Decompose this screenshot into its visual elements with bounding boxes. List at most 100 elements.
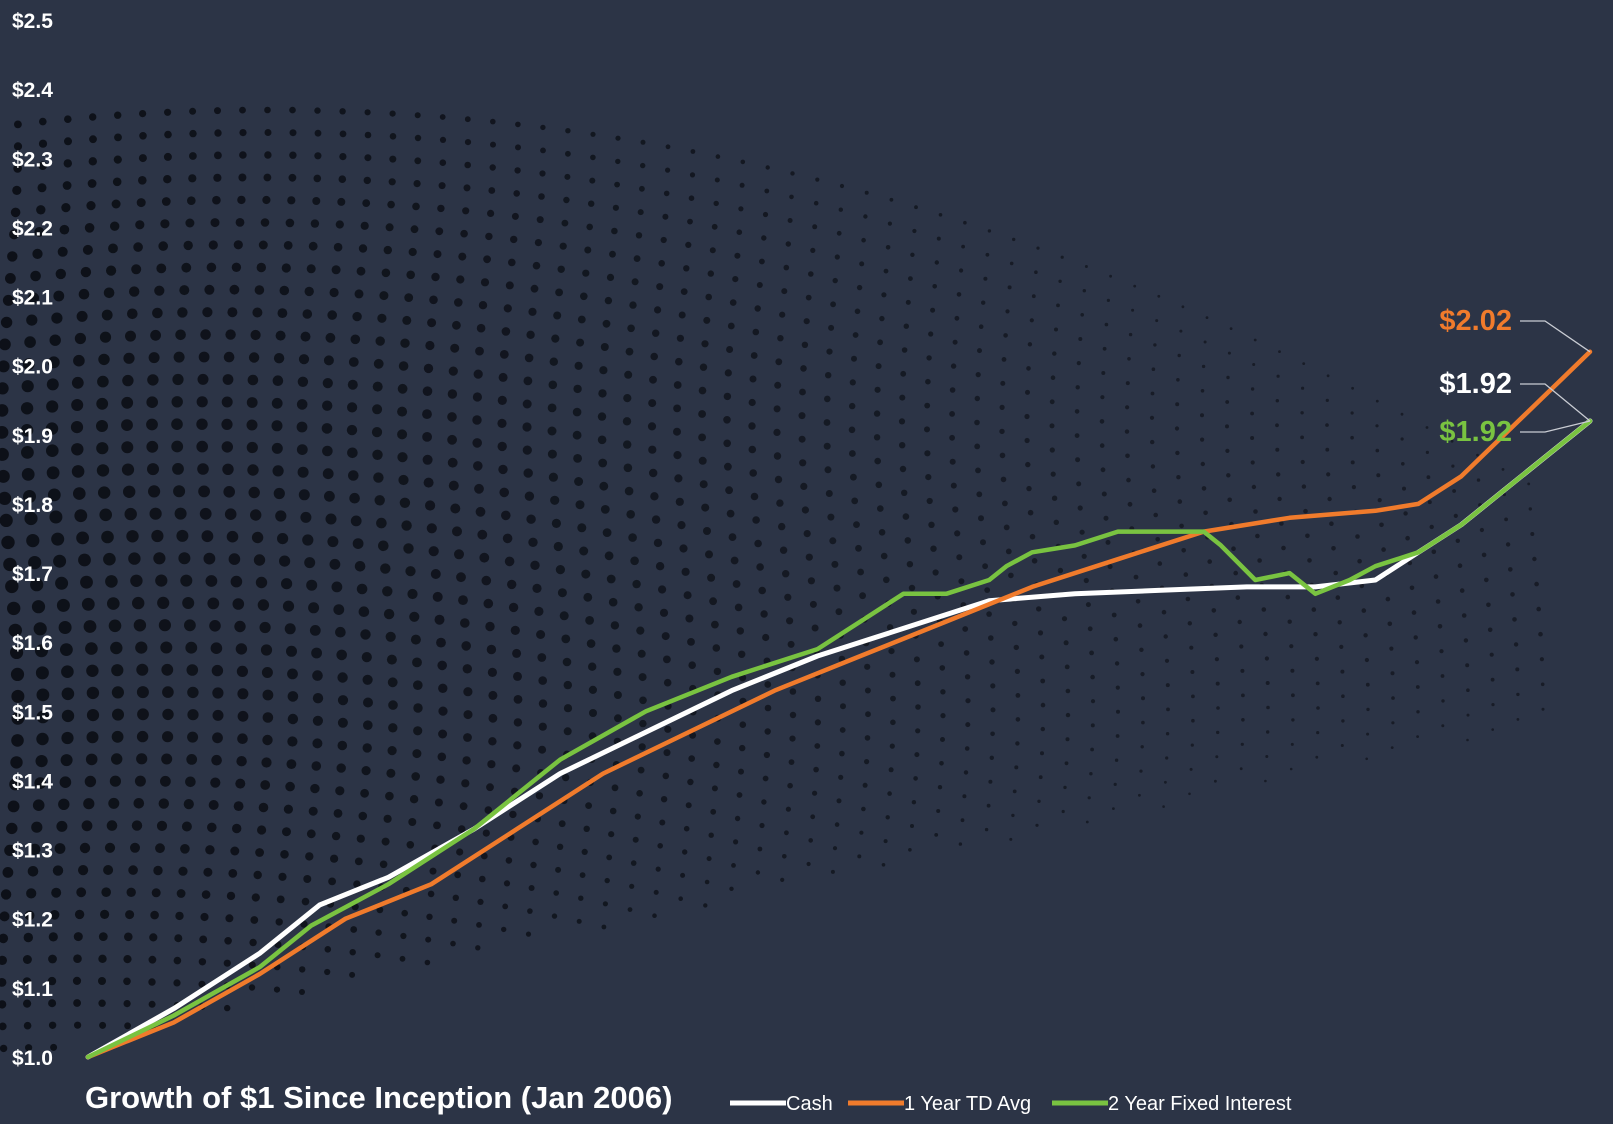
background-dot (313, 174, 322, 183)
background-dot (0, 447, 9, 461)
background-dot (901, 489, 908, 496)
background-dot (60, 754, 73, 767)
background-dot (277, 308, 288, 318)
background-dot (526, 514, 536, 524)
background-dot (889, 671, 896, 678)
background-dot (2, 294, 14, 306)
background-dot (32, 799, 45, 811)
background-dot (1400, 437, 1404, 441)
background-dot (161, 753, 173, 765)
background-dot (1528, 507, 1533, 511)
y-tick-label: $1.5 (12, 701, 53, 724)
background-dot (233, 801, 244, 811)
background-dot (577, 523, 587, 533)
background-dot (623, 394, 632, 403)
background-dot (1491, 728, 1494, 731)
background-dot (232, 598, 245, 610)
background-dot (1185, 596, 1191, 602)
background-dot (358, 811, 368, 821)
background-dot (1239, 644, 1244, 649)
background-dot (11, 689, 25, 703)
y-tick-label: $1.2 (12, 909, 53, 932)
background-dot (187, 709, 199, 721)
background-dot (1124, 429, 1130, 434)
background-dot (283, 241, 293, 250)
background-dot (660, 236, 667, 244)
background-dot (84, 775, 97, 788)
background-dot (404, 293, 414, 302)
background-dot (501, 327, 511, 336)
background-dot (398, 474, 409, 486)
background-dot (757, 846, 763, 852)
background-dot (673, 451, 682, 460)
background-dot (200, 329, 211, 340)
background-dot (528, 885, 535, 891)
background-dot (177, 307, 188, 318)
background-dot (314, 152, 322, 160)
background-dot (1054, 327, 1058, 332)
background-dot (1205, 316, 1209, 319)
background-dot (873, 410, 881, 417)
background-dot (98, 954, 107, 963)
background-dot (409, 611, 420, 622)
background-dot (775, 358, 783, 366)
background-dot (148, 1000, 156, 1008)
background-dot (438, 706, 448, 716)
background-dot (1261, 607, 1267, 612)
background-dot (1149, 415, 1155, 420)
background-dot (699, 363, 708, 371)
background-dot (1429, 524, 1434, 530)
background-dot (1014, 668, 1021, 675)
background-dot (588, 662, 597, 671)
background-dot (413, 703, 423, 713)
background-dot (613, 667, 622, 676)
background-dot (990, 683, 996, 689)
background-dot (1087, 626, 1093, 632)
background-dot (713, 761, 720, 769)
background-dot (422, 409, 432, 419)
background-dot (748, 422, 756, 430)
background-dot (375, 929, 382, 936)
background-dot (1034, 270, 1038, 275)
background-dot (452, 320, 461, 330)
background-dot (723, 392, 732, 401)
background-dot (949, 411, 955, 417)
background-dot (698, 456, 707, 465)
background-dot (789, 688, 797, 695)
background-dot (848, 426, 856, 434)
background-dot (1164, 780, 1167, 784)
background-dot (1213, 632, 1218, 637)
background-dot (877, 505, 884, 512)
background-dot (389, 110, 396, 117)
background-dot (39, 117, 47, 126)
background-dot (62, 181, 72, 190)
background-dot (738, 206, 744, 212)
background-dot (74, 909, 85, 920)
background-dot (1476, 453, 1479, 457)
background-dot (824, 466, 832, 474)
background-dot (899, 442, 906, 449)
background-dot (622, 417, 632, 426)
background-dot (271, 420, 283, 432)
background-dot (81, 597, 95, 611)
background-dot (135, 220, 145, 230)
background-dot (604, 877, 610, 884)
background-dot (606, 273, 615, 281)
background-dot (447, 412, 457, 422)
background-dot (273, 353, 285, 364)
background-dot (1315, 681, 1320, 686)
background-dot (348, 470, 359, 481)
background-dot (279, 555, 291, 567)
background-dot (133, 242, 143, 252)
background-dot (282, 827, 291, 837)
background-dot (781, 288, 788, 295)
background-dot (1530, 532, 1535, 536)
background-dot (963, 650, 970, 656)
background-dot (538, 745, 547, 754)
background-dot (812, 224, 818, 230)
background-dot (363, 720, 373, 730)
background-dot (447, 434, 457, 445)
background-dot (1231, 546, 1236, 551)
background-dot (778, 522, 786, 531)
background-dot (4, 844, 16, 857)
